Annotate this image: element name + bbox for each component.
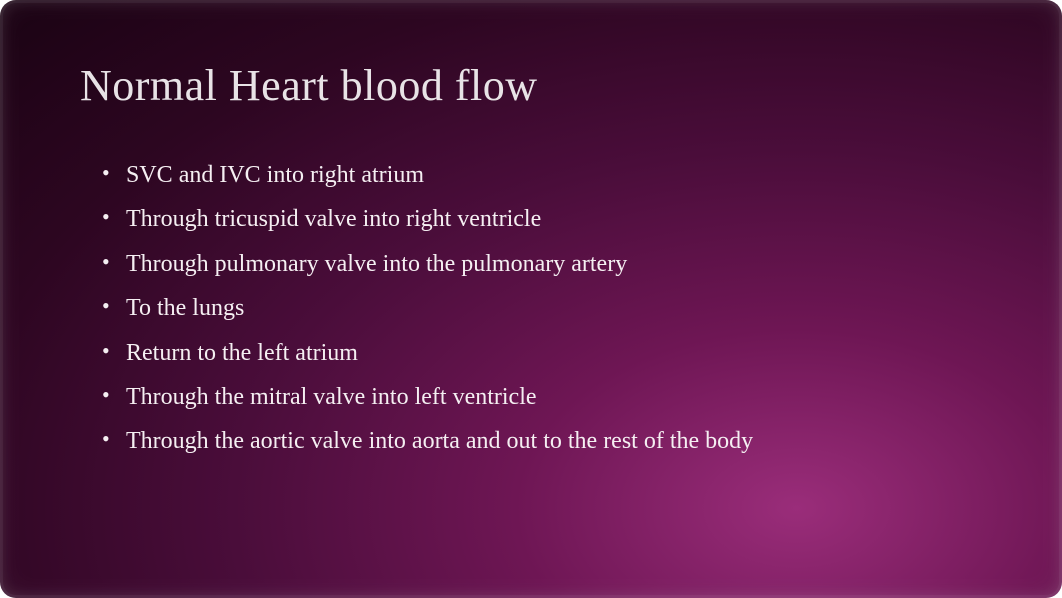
list-item: Through pulmonary valve into the pulmona… [110,242,830,286]
list-item: Through tricuspid valve into right ventr… [110,197,830,241]
slide-title: Normal Heart blood flow [80,60,982,111]
bullet-list: SVC and IVC into right atrium Through tr… [80,153,982,464]
list-item: Return to the left atrium [110,331,830,375]
list-item: Through the aortic valve into aorta and … [110,419,830,463]
presentation-slide: Normal Heart blood flow SVC and IVC into… [0,0,1062,598]
list-item: SVC and IVC into right atrium [110,153,830,197]
list-item: To the lungs [110,286,830,330]
list-item: Through the mitral valve into left ventr… [110,375,830,419]
